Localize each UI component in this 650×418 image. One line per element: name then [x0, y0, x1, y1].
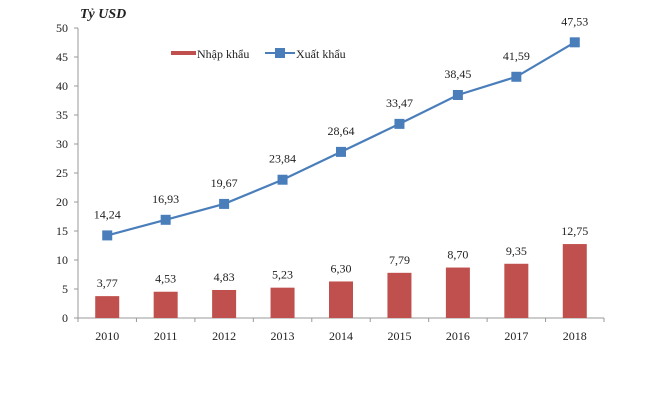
x-tick-label: 2014 — [329, 329, 353, 343]
bar-import — [562, 244, 587, 318]
x-tick-label: 2017 — [504, 329, 528, 343]
x-tick-label: 2013 — [271, 329, 295, 343]
point-export — [219, 198, 230, 209]
x-tick-label: 2010 — [95, 329, 119, 343]
legend: Nhập khẩu Xuất khẩu — [171, 47, 346, 61]
y-tick-label: 0 — [62, 311, 68, 325]
line-data-label: 28,64 — [328, 124, 355, 138]
y-tick-label: 30 — [56, 137, 68, 151]
bar-import — [153, 291, 178, 318]
bar-data-label: 5,23 — [272, 268, 293, 282]
legend-swatch-export-marker — [275, 48, 285, 58]
bar-import — [387, 272, 412, 318]
legend-swatch-import — [171, 51, 196, 55]
bar-data-label: 12,75 — [561, 224, 588, 238]
line-data-label: 41,59 — [503, 49, 530, 63]
bar-data-label: 8,70 — [447, 248, 468, 262]
y-tick-label: 35 — [56, 108, 68, 122]
y-tick-label: 15 — [56, 224, 68, 238]
y-tick-label: 20 — [56, 195, 68, 209]
point-export — [160, 214, 171, 225]
bar-data-label: 9,35 — [506, 244, 527, 258]
line-data-label: 33,47 — [386, 96, 413, 110]
bar-import — [504, 263, 529, 318]
line-data-label: 38,45 — [444, 67, 471, 81]
point-export — [569, 37, 580, 48]
y-axis-label: Tỷ USD — [80, 7, 126, 22]
x-tick-label: 2012 — [212, 329, 236, 343]
line-data-label: 23,84 — [269, 152, 296, 166]
bar-import — [95, 296, 120, 318]
y-tick-label: 45 — [56, 50, 68, 64]
y-tick-label: 25 — [56, 166, 68, 180]
x-tick-label: 2018 — [563, 329, 587, 343]
bar-import — [445, 267, 470, 318]
y-tick-label: 40 — [56, 79, 68, 93]
point-export — [336, 146, 346, 157]
y-tick-label: 50 — [56, 21, 68, 35]
line-export — [106, 41, 576, 237]
bar-data-label: 3,77 — [97, 276, 118, 290]
y-tick-label: 5 — [62, 282, 68, 296]
point-export — [394, 118, 405, 129]
point-export — [102, 230, 113, 241]
line-data-label: 47,53 — [561, 14, 588, 28]
line-data-label: 14,24 — [94, 207, 121, 221]
x-tick-label: 2011 — [154, 329, 178, 343]
bar-data-label: 7,79 — [389, 253, 410, 267]
legend-label-import: Nhập khẩu — [197, 47, 249, 61]
x-tick-label: 2015 — [387, 329, 411, 343]
y-tick-label: 10 — [56, 253, 68, 267]
point-export — [511, 71, 522, 82]
bar-data-label: 4,53 — [155, 272, 176, 286]
bar-import — [329, 281, 353, 318]
line-data-label: 19,67 — [211, 176, 238, 190]
bar-data-label: 6,30 — [331, 261, 352, 275]
point-export — [277, 174, 288, 185]
point-export — [452, 89, 463, 100]
bar-import — [270, 287, 295, 318]
bar-data-label: 4,83 — [214, 270, 235, 284]
x-tick-label: 2016 — [446, 329, 470, 343]
line-data-label: 16,93 — [152, 192, 179, 206]
legend-label-export: Xuất khẩu — [296, 47, 346, 61]
bar-import — [212, 289, 237, 318]
